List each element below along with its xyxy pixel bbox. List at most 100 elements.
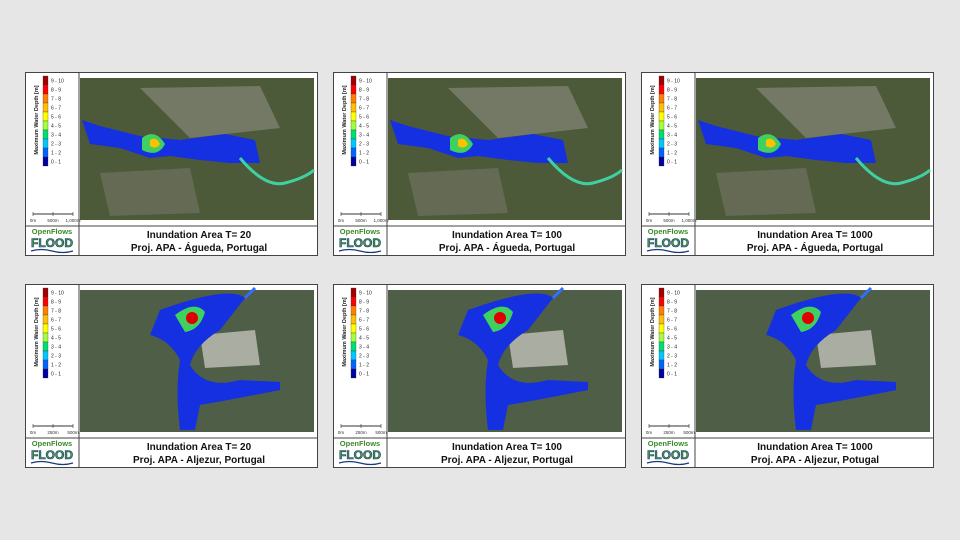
legend-label: 9 - 10: [359, 291, 372, 297]
legend-axis-label: Maximum Water Depth [m]: [342, 85, 348, 154]
legend-swatch: [42, 287, 49, 298]
legend-label: 7 - 8: [667, 309, 677, 315]
legend-label: 4 - 5: [359, 336, 369, 342]
river: [859, 286, 873, 300]
legend-swatch: [350, 305, 357, 316]
flood-area: [458, 138, 468, 148]
legend-label: 9 - 10: [667, 291, 680, 297]
logo-wave: [338, 460, 382, 466]
urban-area: [140, 86, 280, 138]
flood-area: [150, 138, 160, 148]
legend-label: 7 - 8: [359, 309, 369, 315]
legend-swatch: [350, 359, 357, 370]
river: [854, 157, 931, 186]
urban-area: [816, 330, 876, 368]
flood-area: [390, 120, 568, 163]
legend-swatch: [350, 147, 357, 158]
river: [546, 157, 623, 186]
legend-label: 8 - 9: [359, 300, 369, 306]
legend-label: 4 - 5: [51, 336, 61, 342]
legend-label: 1 - 2: [359, 363, 369, 369]
legend-label: 0 - 1: [667, 372, 677, 378]
legend-label: 4 - 5: [667, 336, 677, 342]
legend-swatch: [658, 341, 665, 352]
legend-label: 5 - 6: [667, 327, 677, 333]
legend-label: 0 - 1: [667, 160, 677, 166]
river: [238, 157, 315, 186]
legend-swatch: [350, 323, 357, 334]
legend-label: 1 - 2: [359, 151, 369, 157]
legend-swatch: [42, 305, 49, 316]
legend-swatch: [42, 93, 49, 104]
logo-text: OpenFlows: [32, 227, 72, 236]
scale-label: 1,000m: [65, 218, 80, 223]
legend-swatch: [42, 102, 49, 113]
map-panel: Maximum Water Depth [m] 9 - 10 8 - 9 7 - 8 6…: [25, 72, 318, 256]
panel-subtitle: Proj. APA - Aljezur, Potugal: [751, 455, 879, 466]
scale-label: 500m: [47, 218, 59, 223]
map-panel: Maximum Water Depth [m] 9 - 10 8 - 9 7 - 8 6…: [25, 284, 318, 468]
logo-text: FLOOD: [31, 448, 73, 462]
legend-label: 1 - 2: [667, 363, 677, 369]
legend-swatch: [350, 138, 357, 149]
legend-swatch: [42, 341, 49, 352]
legend-swatch: [658, 93, 665, 104]
legend-swatch: [42, 138, 49, 149]
legend-label: 9 - 10: [51, 291, 64, 297]
legend-swatch: [350, 332, 357, 343]
legend-label: 8 - 9: [667, 88, 677, 94]
legend-swatch: [658, 305, 665, 316]
legend-swatch: [350, 93, 357, 104]
urban-area: [408, 168, 508, 216]
panel-subtitle: Proj. APA - Aljezur, Portugal: [441, 455, 573, 466]
legend-label: 9 - 10: [667, 79, 680, 85]
panel-subtitle: Proj. APA - Águeda, Portugal: [439, 241, 576, 254]
legend-label: 3 - 4: [51, 345, 61, 351]
legend-swatch: [658, 102, 665, 113]
legend-axis-label: Maximum Water Depth [m]: [650, 297, 656, 366]
legend-label: 4 - 5: [667, 124, 677, 130]
legend-label: 8 - 9: [51, 300, 61, 306]
flood-area: [494, 312, 506, 324]
legend-swatch: [42, 129, 49, 140]
legend-swatch: [658, 359, 665, 370]
legend-swatch: [350, 156, 357, 167]
legend-swatch: [350, 75, 357, 86]
urban-area: [200, 330, 260, 368]
legend-swatch: [42, 368, 49, 379]
panel-title: Inundation Area T= 20: [147, 442, 252, 453]
logo-text: OpenFlows: [32, 439, 72, 448]
legend-swatch: [350, 102, 357, 113]
legend-label: 6 - 7: [51, 318, 61, 324]
legend-swatch: [42, 84, 49, 95]
legend-swatch: [42, 359, 49, 370]
legend-label: 8 - 9: [359, 88, 369, 94]
scale-label: 500m: [375, 430, 387, 435]
legend-swatch: [350, 368, 357, 379]
logo-text: FLOOD: [31, 236, 73, 250]
map-panel: Maximum Water Depth [m] 9 - 10 8 - 9 7 - 8 6…: [333, 284, 626, 468]
legend-label: 5 - 6: [51, 115, 61, 121]
legend-label: 3 - 4: [667, 133, 677, 139]
logo-wave: [30, 460, 74, 466]
panel-title: Inundation Area T= 1000: [757, 442, 873, 453]
legend-swatch: [658, 84, 665, 95]
legend-swatch: [658, 129, 665, 140]
urban-area: [100, 168, 200, 216]
panel-subtitle: Proj. APA - Aljezur, Portugal: [133, 455, 265, 466]
map-panel: Maximum Water Depth [m] 9 - 10 8 - 9 7 - 8 6…: [333, 72, 626, 256]
panel-title: Inundation Area T= 1000: [757, 230, 873, 241]
urban-area: [448, 86, 588, 138]
flood-area: [766, 138, 776, 148]
legend-swatch: [350, 120, 357, 131]
logo-text: FLOOD: [339, 236, 381, 250]
logo-wave: [30, 248, 74, 254]
legend-swatch: [658, 147, 665, 158]
logo-text: FLOOD: [647, 236, 689, 250]
panel-title: Inundation Area T= 100: [452, 230, 562, 241]
legend-label: 2 - 3: [51, 354, 61, 360]
scale-label: 500m: [683, 430, 695, 435]
logo-text: OpenFlows: [648, 439, 688, 448]
scale-label: 0m: [338, 430, 345, 435]
